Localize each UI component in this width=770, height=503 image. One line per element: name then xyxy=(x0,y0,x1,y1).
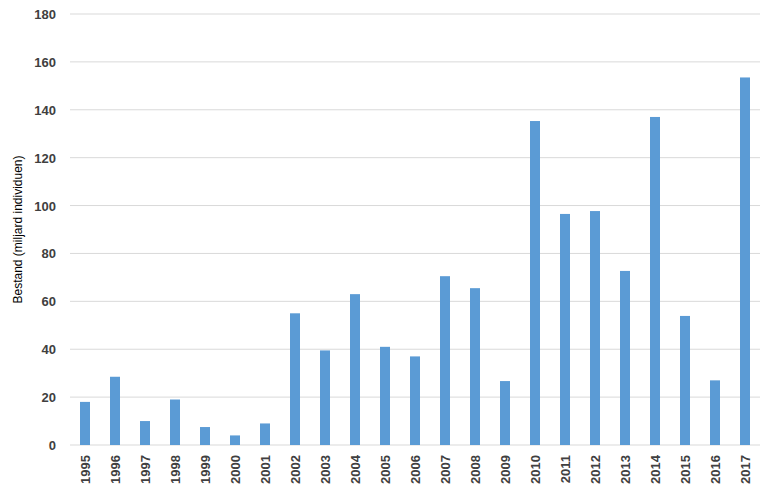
x-tick-label: 2007 xyxy=(438,455,453,484)
bars xyxy=(80,77,750,445)
x-tick-label: 1997 xyxy=(138,455,153,484)
grid-line xyxy=(70,109,760,110)
chart-container: 0 20 40 60 80 100 120 140 160 180 Bestand (miljard… xyxy=(0,0,770,503)
x-tick-label: 1999 xyxy=(198,455,213,484)
y-tick-label: 40 xyxy=(42,342,56,357)
grid-line xyxy=(70,14,760,15)
bar xyxy=(530,121,540,445)
bar xyxy=(680,316,690,445)
x-tick-label: 2013 xyxy=(618,455,633,484)
y-tick-label: 0 xyxy=(49,438,56,453)
x-tick-label: 2005 xyxy=(378,455,393,484)
y-tick-label: 180 xyxy=(34,7,56,22)
y-tick-label: 100 xyxy=(34,199,56,214)
bar xyxy=(620,271,630,445)
bar xyxy=(560,214,570,445)
bar xyxy=(500,381,510,445)
y-tick-label: 60 xyxy=(42,294,56,309)
bar xyxy=(230,435,240,445)
bar xyxy=(140,421,150,445)
bar xyxy=(170,400,180,445)
y-tick-label: 20 xyxy=(42,390,56,405)
bar xyxy=(110,377,120,445)
x-tick-label: 2016 xyxy=(708,455,723,484)
x-tick-label: 1996 xyxy=(108,455,123,484)
x-tick-label: 2009 xyxy=(498,455,513,484)
bar xyxy=(200,427,210,445)
x-tick-label: 2000 xyxy=(228,455,243,484)
y-tick-label: 120 xyxy=(34,151,56,166)
y-tick-label: 140 xyxy=(34,103,56,118)
bar xyxy=(80,402,90,445)
bar xyxy=(740,77,750,445)
y-tick-label: 160 xyxy=(34,55,56,70)
x-tick-label: 2004 xyxy=(348,454,363,484)
bar xyxy=(410,356,420,445)
bar xyxy=(290,313,300,445)
grid xyxy=(70,14,760,445)
chart: 0 20 40 60 80 100 120 140 160 180 Bestand (miljard… xyxy=(0,0,770,503)
x-tick-label: 1995 xyxy=(78,455,93,484)
bar xyxy=(710,380,720,445)
bar xyxy=(590,211,600,445)
x-tick-label: 2011 xyxy=(558,455,573,483)
bar xyxy=(440,276,450,445)
x-tick-label: 2002 xyxy=(288,455,303,484)
bar xyxy=(320,350,330,445)
y-axis-title: Bestand (miljard individuen) xyxy=(11,155,25,303)
bar xyxy=(470,288,480,445)
bar xyxy=(380,347,390,445)
x-tick-label: 1998 xyxy=(168,455,183,484)
y-tick-label: 80 xyxy=(42,246,56,261)
x-tick-label: 2015 xyxy=(678,455,693,484)
grid-line xyxy=(70,61,760,62)
x-tick-label: 2010 xyxy=(528,455,543,484)
x-tick-label: 2001 xyxy=(258,455,273,484)
x-tick-label: 2006 xyxy=(408,455,423,484)
x-tick-label: 2008 xyxy=(468,455,483,484)
x-tick-label: 2003 xyxy=(318,455,333,484)
x-tick-label: 2012 xyxy=(588,455,603,484)
bar xyxy=(350,294,360,445)
x-tick-label: 2017 xyxy=(738,455,753,484)
bar xyxy=(260,423,270,445)
x-tick-label: 2014 xyxy=(648,454,663,484)
bar xyxy=(650,117,660,445)
